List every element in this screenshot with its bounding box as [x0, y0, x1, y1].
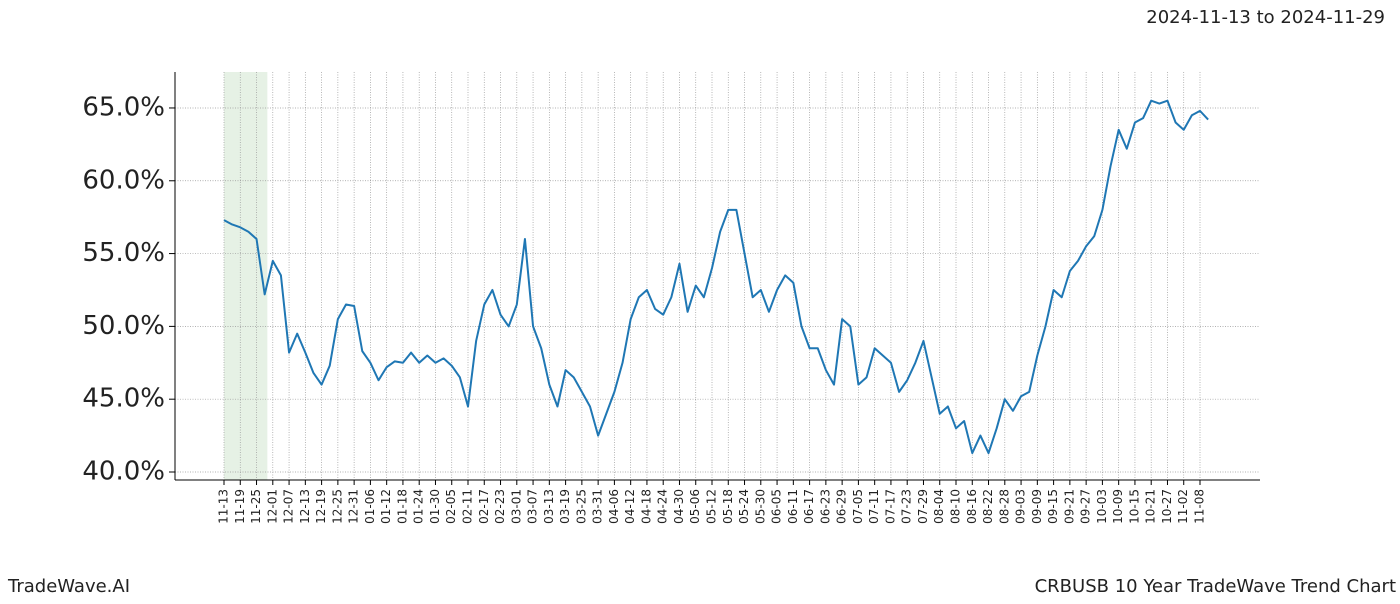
x-tick-label: 08-22 [981, 489, 995, 524]
x-tick-label: 09-15 [1046, 489, 1060, 524]
x-tick-label: 11-02 [1176, 489, 1190, 524]
y-tick-label: 55.0% [82, 238, 165, 268]
x-tick-label: 08-16 [965, 489, 979, 524]
x-tick-label: 04-18 [639, 489, 653, 524]
x-tick-label: 06-05 [770, 489, 784, 524]
x-tick-label: 04-30 [672, 489, 686, 524]
x-tick-label: 12-07 [282, 489, 296, 524]
x-tick-label: 01-24 [412, 489, 426, 524]
x-tick-label: 02-11 [461, 489, 475, 524]
x-tick-label: 10-15 [1127, 489, 1141, 524]
x-tick-label: 01-18 [395, 489, 409, 524]
x-tick-label: 12-19 [314, 489, 328, 524]
x-tick-label: 09-09 [1030, 489, 1044, 524]
x-tick-label: 01-12 [379, 489, 393, 524]
x-tick-label: 12-01 [265, 489, 279, 524]
x-tick-label: 05-06 [688, 489, 702, 524]
x-tick-label: 10-09 [1111, 489, 1125, 524]
y-tick-label: 65.0% [82, 92, 165, 122]
x-tick-label: 04-12 [623, 489, 637, 524]
highlight-band [224, 72, 268, 480]
x-tick-label: 03-07 [526, 489, 540, 524]
x-tick-label: 05-30 [753, 489, 767, 524]
y-tick-label: 50.0% [82, 311, 165, 341]
x-tick-label: 08-10 [949, 489, 963, 524]
x-tick-label: 03-31 [591, 489, 605, 524]
x-tick-label: 06-23 [818, 489, 832, 524]
x-tick-label: 07-11 [867, 489, 881, 524]
x-tick-label: 02-23 [493, 489, 507, 524]
x-tick-label: 12-31 [347, 489, 361, 524]
x-tick-label: 10-21 [1144, 489, 1158, 524]
x-tick-label: 11-19 [233, 489, 247, 524]
x-tick-label: 10-03 [1095, 489, 1109, 524]
x-tick-label: 05-12 [705, 489, 719, 524]
x-tick-label: 01-30 [428, 489, 442, 524]
footer-brand: TradeWave.AI [7, 576, 130, 597]
x-tick-label: 03-01 [509, 489, 523, 524]
x-tick-label: 11-13 [217, 489, 231, 524]
x-tick-label: 05-24 [737, 489, 751, 524]
x-tick-label: 09-21 [1062, 489, 1076, 524]
x-tick-label: 03-25 [574, 489, 588, 524]
x-tick-label: 07-05 [851, 489, 865, 524]
x-tick-label: 07-17 [883, 489, 897, 524]
x-tick-label: 06-29 [835, 489, 849, 524]
y-tick-label: 40.0% [82, 456, 165, 486]
x-tick-label: 07-29 [916, 489, 930, 524]
x-tick-label: 07-23 [900, 489, 914, 524]
x-tick-label: 04-06 [607, 489, 621, 524]
x-tick-label: 03-13 [542, 489, 556, 524]
x-tick-label: 11-08 [1193, 489, 1207, 524]
x-tick-label: 09-03 [1014, 489, 1028, 524]
x-tick-label: 08-04 [932, 489, 946, 524]
trend-line [223, 99, 1209, 455]
header-range: 2024-11-13 to 2024-11-29 [1146, 7, 1385, 28]
x-tick-label: 03-19 [558, 489, 572, 524]
x-tick-label: 06-17 [802, 489, 816, 524]
y-tick-label: 60.0% [82, 165, 165, 195]
x-tick-label: 09-27 [1079, 489, 1093, 524]
x-tick-label: 01-06 [363, 489, 377, 524]
x-tick-label: 02-05 [444, 489, 458, 524]
y-tick-label: 45.0% [82, 384, 165, 414]
footer-title: CRBUSB 10 Year TradeWave Trend Chart [1035, 576, 1396, 597]
x-tick-label: 12-25 [330, 489, 344, 524]
x-tick-label: 06-11 [786, 489, 800, 524]
x-tick-label: 10-27 [1160, 489, 1174, 524]
x-tick-label: 11-25 [249, 489, 263, 524]
x-tick-label: 02-17 [477, 489, 491, 524]
x-tick-label: 08-28 [997, 489, 1011, 524]
x-tick-label: 05-18 [721, 489, 735, 524]
x-tick-label: 04-24 [656, 489, 670, 524]
x-tick-label: 12-13 [298, 489, 312, 524]
